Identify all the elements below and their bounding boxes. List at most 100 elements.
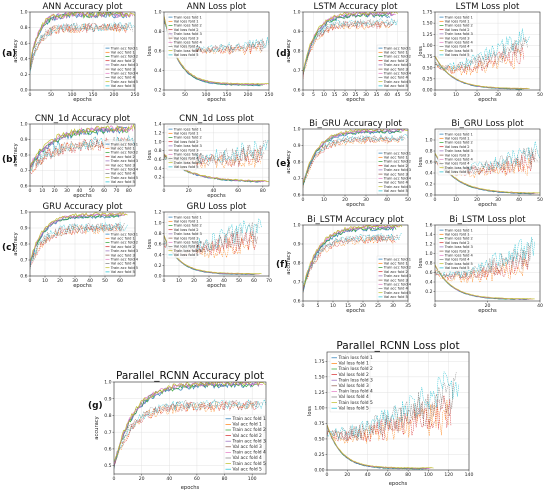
- prcnn-acc-title: Parallel_RCNN Accuracy plot: [116, 370, 264, 382]
- bigru-loss-y-axis-label: loss: [418, 157, 424, 167]
- prcnn-loss-x-tick-label: 60: [385, 472, 391, 478]
- bilstm-acc-legend-entry: Train acc fold 1: [383, 257, 411, 261]
- bigru-acc-legend-entry: Train acc fold 3: [383, 168, 411, 172]
- gru-acc-x-tick-label: 50: [102, 278, 108, 284]
- bilstm-loss-y-tick-label: 1.6: [425, 223, 432, 229]
- bigru-acc-legend-entry: Val acc fold 1: [384, 156, 408, 160]
- cnn-loss-y-tick-label: 0.8: [154, 148, 161, 154]
- bigru-loss-x-tick-label: 30: [495, 197, 501, 203]
- cnn-loss-y-tick-label: 0.4: [154, 166, 161, 172]
- lstm-loss-axes-frame: [434, 11, 541, 91]
- prcnn-acc-legend-entry: Train acc fold 3: [232, 438, 266, 444]
- cnn-loss-x-tick-label: 40: [210, 188, 216, 194]
- ann-acc-y-tick-label: 0.4: [20, 56, 27, 62]
- bilstm-loss-line-val-fold-5: [435, 236, 535, 278]
- lstm-acc-x-tick-label: 10: [321, 92, 327, 98]
- prcnn-acc-x-tick-label: 20: [139, 476, 145, 482]
- prcnn-acc-series-group: [114, 382, 266, 469]
- ann-acc-legend-entry: Val acc fold 5: [111, 84, 135, 88]
- bigru-loss-legend-entry: Val loss fold 4: [445, 162, 470, 166]
- bilstm-acc-x-tick-label: 10: [330, 303, 336, 309]
- panel-labels: (a) (b) (c) (d) (e) (f) (g): [2, 49, 291, 411]
- bigru-loss-x-tick-label: 20: [474, 197, 480, 203]
- bilstm-acc-x-tick-label: 35: [405, 303, 411, 309]
- lstm-loss-line-val-fold-5: [435, 28, 530, 71]
- bigru-acc-line-val-fold-1: [303, 136, 400, 189]
- lstm-loss-line-val-fold-2: [435, 46, 525, 74]
- gru-acc-y-tick-label: 0.8: [20, 242, 27, 248]
- gru-acc-y-tick-label: 1.0: [20, 210, 27, 216]
- prcnn-acc-line-val-fold-3: [114, 399, 261, 464]
- cnn-loss-y-tick-label: 1.0: [154, 139, 161, 145]
- ann-acc-legend-entry: Train acc fold 5: [110, 80, 138, 84]
- bigru-acc-x-tick-label: 30: [363, 197, 369, 203]
- bigru-acc-line-train-fold-5: [303, 129, 408, 184]
- bilstm-acc-line-val-fold-5: [303, 232, 403, 287]
- gru-acc-x-tick-label: 40: [87, 278, 93, 284]
- bilstm-acc-line-train-fold-5: [303, 225, 403, 287]
- ann-acc-y-tick-label: 0.8: [20, 25, 27, 31]
- lstm-acc-chart: LSTM Accuracy plot 0 5 10 15 20 25 30 35 40 45 50 0.…: [286, 2, 412, 103]
- lstm-loss-legend-entry: Train loss fold 2: [444, 24, 473, 28]
- lstm-acc-x-tick-label: 15: [332, 92, 338, 98]
- bigru-loss-x-tick-label: 0: [434, 197, 437, 203]
- bigru-acc-legend-entry: Val acc fold 4: [384, 181, 409, 185]
- gru-loss-legend-entry: Val loss fold 4: [174, 245, 199, 249]
- gru-loss-x-tick-label: 50: [236, 278, 242, 284]
- prcnn-acc-x-tick-label: 0: [113, 476, 116, 482]
- ann-loss-y-tick-label: 0.6: [154, 49, 161, 55]
- bilstm-acc-line-val-fold-4: [303, 233, 401, 289]
- lstm-acc-series-group: [303, 12, 398, 80]
- panel-label-g: (g): [88, 401, 103, 411]
- ann-acc-line-val-fold-5: [30, 21, 135, 74]
- ann-acc-title: ANN Accuracy plot: [43, 2, 124, 12]
- lstm-loss-x-tick-label: 20: [474, 92, 480, 98]
- prcnn-loss-legend-entry: Train loss fold 1: [338, 355, 373, 361]
- gru-loss-y-tick-label: 1.2: [154, 210, 161, 216]
- ann-loss-chart: ANN Loss plot 0 50 100 150 200 250 0.2 0.4 0.6 0.8…: [147, 2, 273, 103]
- prcnn-acc-legend-entry: Val acc fold 1: [233, 422, 263, 428]
- gru-acc-legend-entry: Train acc fold 3: [110, 249, 138, 253]
- bilstm-acc-legend-entry: Train acc fold 2: [383, 266, 411, 270]
- bilstm-loss-line-val-fold-3: [435, 246, 531, 279]
- bigru-acc-x-tick-label: 0: [302, 197, 305, 203]
- ann-acc-x-tick-label: 50: [48, 92, 54, 98]
- prcnn-loss-x-tick-label: 0: [326, 472, 329, 478]
- prcnn-loss-y-tick-label: 0.00: [314, 468, 324, 474]
- bigru-loss-x-axis-label: epochs: [478, 202, 497, 208]
- lstm-loss-legend-entry: Train loss fold 3: [444, 32, 473, 36]
- ann-loss-y-tick-label: 0.4: [154, 68, 161, 74]
- lstm-acc-line-val-fold-5: [303, 17, 398, 71]
- gru-acc-x-tick-label: 0: [29, 278, 32, 284]
- cnn-acc-legend-entry: Train acc fold 4: [110, 168, 139, 172]
- gru-loss-legend-entry: Train loss fold 4: [173, 241, 203, 245]
- cnn-loss-legend-entry: Val loss fold 2: [174, 140, 199, 144]
- lstm-loss-y-tick-label: 1.50: [422, 21, 432, 27]
- prcnn-acc-legend-entry: Val acc fold 2: [233, 433, 263, 439]
- bigru-acc-x-axis-label: epochs: [346, 202, 365, 208]
- prcnn-loss-line-train-fold-5: [327, 424, 434, 469]
- lstm-loss-legend-entry: Val loss fold 5: [445, 53, 470, 57]
- prcnn-acc-y-tick-label: 0.7: [104, 430, 111, 436]
- cnn-loss-legend-entry: Train loss fold 2: [173, 136, 202, 140]
- prcnn-loss-legend-entry: Train loss fold 5: [338, 400, 373, 406]
- bigru-loss-legend-entry: Train loss fold 5: [444, 166, 473, 170]
- gru-acc-legend-entry: Train acc fold 1: [110, 232, 138, 236]
- cnn-loss-line-val-fold-1: [164, 149, 261, 169]
- bilstm-loss-title: Bi_LSTM Loss plot: [449, 215, 526, 225]
- prcnn-acc-y-tick-label: 1.0: [104, 380, 111, 386]
- bilstm-acc-y-tick-label: 0.6: [293, 299, 300, 305]
- bigru-loss-legend-entry: Val loss fold 5: [445, 170, 470, 174]
- prcnn-loss-x-tick-label: 80: [405, 472, 411, 478]
- prcnn-acc-axes-frame: [113, 381, 267, 475]
- lstm-loss-y-tick-label: 0.25: [422, 76, 432, 82]
- cnn-acc-line-train-fold-5: [30, 124, 135, 167]
- lstm-loss-x-tick-label: 50: [537, 92, 543, 98]
- lstm-loss-legend-entry: Train loss fold 1: [444, 15, 473, 19]
- gru-acc-x-tick-label: 20: [57, 278, 63, 284]
- lstm-acc-x-tick-label: 5: [312, 92, 315, 98]
